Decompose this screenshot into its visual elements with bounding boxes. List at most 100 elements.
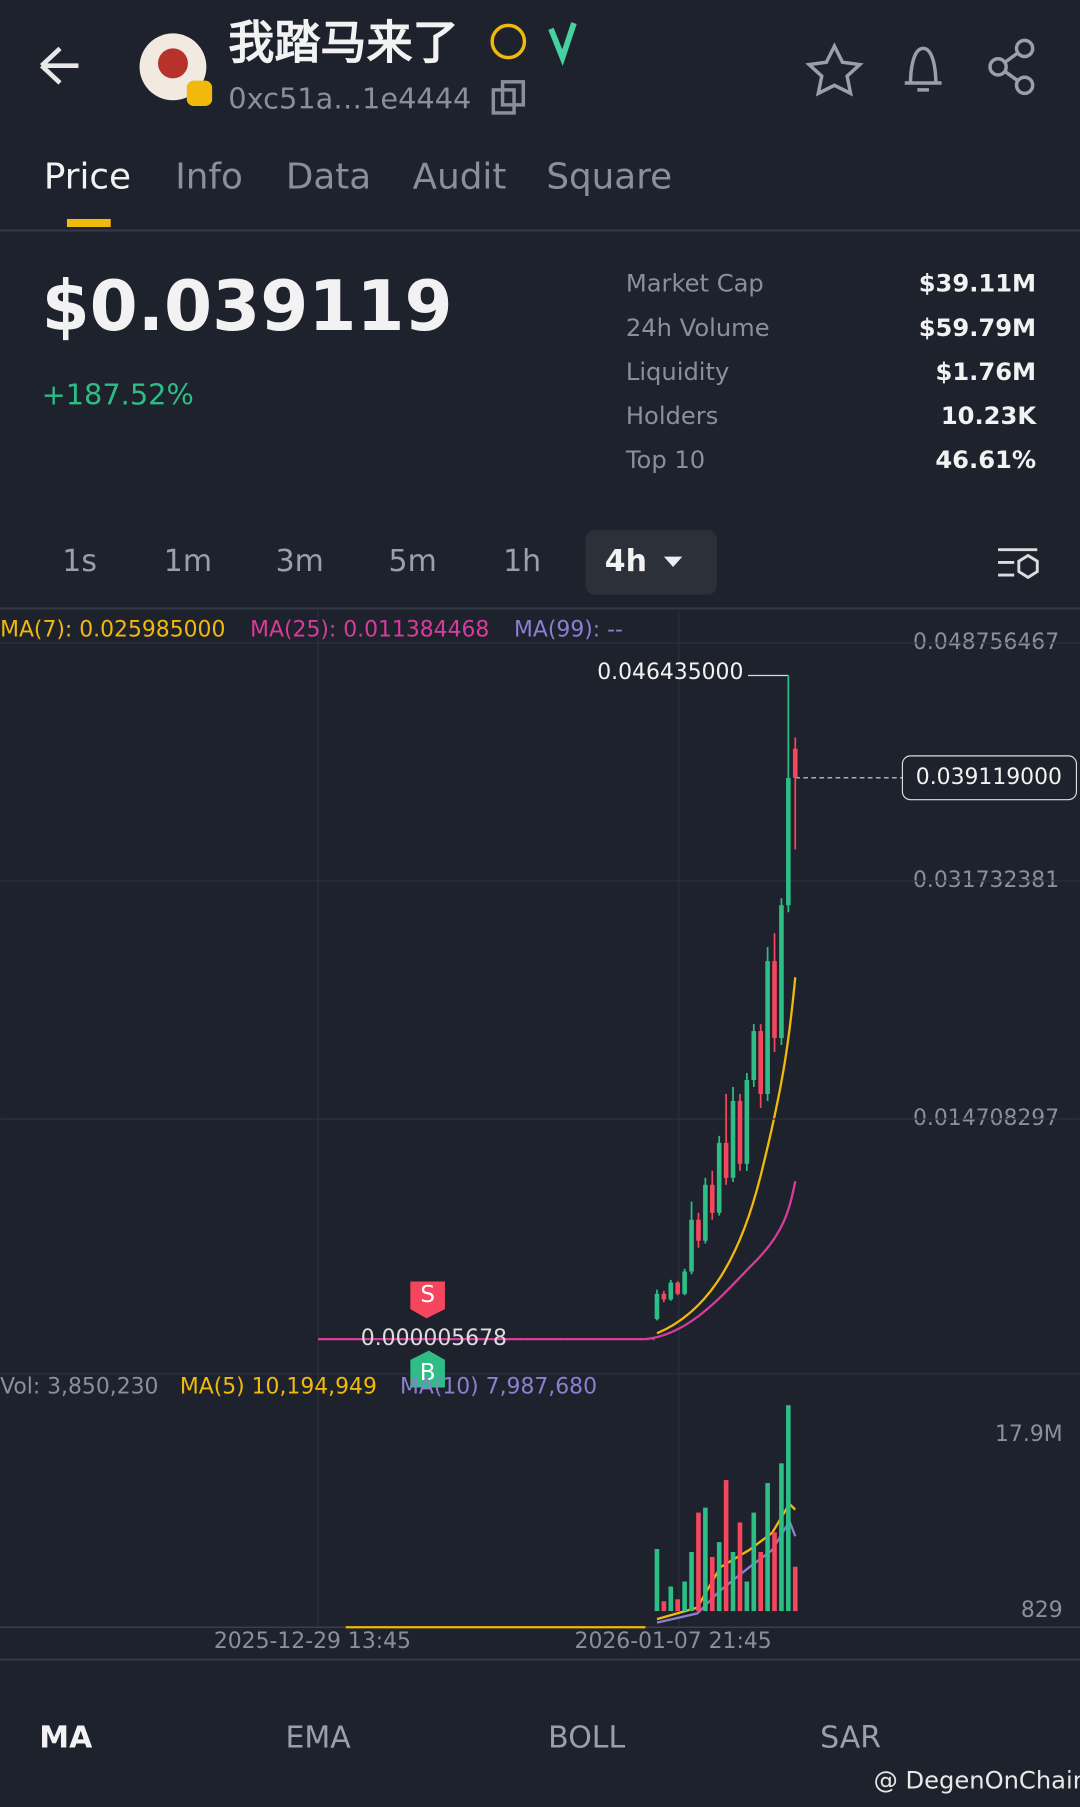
- ma-label: MA(25): 0.011384468: [250, 617, 489, 642]
- price: $0.039119: [42, 267, 453, 347]
- avatar-art: [157, 48, 188, 79]
- candle-body: [765, 961, 770, 1094]
- tab[interactable]: Info: [175, 157, 243, 198]
- candle-body: [723, 1142, 729, 1178]
- tab[interactable]: Square: [546, 157, 672, 198]
- sell-marker: [410, 1281, 445, 1319]
- interval-selected: [585, 530, 717, 595]
- buy-label: B: [420, 1360, 436, 1386]
- price-change: +187.52%: [42, 377, 194, 411]
- volume-bar: [723, 1480, 729, 1612]
- volume-bar: [709, 1556, 715, 1612]
- back-button[interactable]: [40, 46, 79, 85]
- volume-bar: [737, 1522, 743, 1612]
- candle-body: [792, 748, 798, 778]
- watermark: @ DegenOnChain: [874, 1767, 1080, 1795]
- ma7-line: [656, 977, 797, 1335]
- vol-label: MA(10) 7,987,680: [400, 1375, 597, 1400]
- volume-bar: [668, 1586, 674, 1612]
- volume-bar: [786, 1405, 791, 1612]
- sell-label: S: [420, 1282, 435, 1308]
- interval[interactable]: 3m: [276, 544, 324, 579]
- candle-body: [696, 1219, 701, 1241]
- stat-label: Market Cap: [626, 270, 764, 298]
- indicator-tab[interactable]: MA: [39, 1721, 93, 1756]
- x-label: 2025-12-29 13:45: [214, 1629, 411, 1654]
- low-label: 0.000005678: [361, 1326, 507, 1351]
- stat-value: 46.61%: [935, 446, 1036, 474]
- candle-body: [682, 1271, 687, 1294]
- tab[interactable]: Audit: [413, 157, 507, 198]
- candle-body: [675, 1282, 681, 1294]
- ma25-line: [318, 1181, 797, 1341]
- chain-badge: [186, 80, 213, 107]
- candle-body: [737, 1100, 743, 1164]
- at-icon: [490, 23, 527, 60]
- candle-body: [758, 1031, 763, 1094]
- stat-label: 24h Volume: [626, 314, 770, 342]
- candle-body: [668, 1282, 674, 1300]
- volume-bar: [772, 1532, 777, 1612]
- hand-icon: [548, 22, 577, 66]
- candle-body: [786, 778, 791, 906]
- volume-bar: [654, 1549, 660, 1612]
- volume-bar: [751, 1512, 757, 1612]
- indicator-tab[interactable]: SAR: [820, 1721, 881, 1756]
- chart-settings[interactable]: [998, 548, 1039, 580]
- volume-bar: [696, 1512, 701, 1612]
- candle-body: [689, 1219, 694, 1272]
- tab[interactable]: Data: [286, 157, 371, 198]
- volume-bar: [675, 1599, 681, 1612]
- stat-value: $1.76M: [936, 358, 1037, 386]
- high-label: 0.046435000: [597, 660, 743, 685]
- stat-label: Holders: [626, 402, 719, 430]
- candle-body: [709, 1184, 715, 1213]
- candle-body: [772, 961, 777, 1039]
- volume-bar: [682, 1581, 687, 1612]
- vol-tick-label: 829: [1021, 1598, 1063, 1623]
- interval[interactable]: 1s: [62, 544, 97, 579]
- stat-value: $39.11M: [919, 270, 1036, 298]
- volume-bar: [703, 1507, 708, 1612]
- interval[interactable]: 4h: [605, 544, 647, 579]
- stat-value: 10.23K: [941, 402, 1038, 430]
- current-price-label: 0.039119000: [916, 765, 1062, 790]
- candle-body: [716, 1142, 722, 1213]
- tab-indicator: [66, 218, 111, 228]
- ma-label: MA(99): --: [514, 617, 623, 642]
- stat-value: $59.79M: [919, 314, 1036, 342]
- candle-body: [751, 1031, 757, 1080]
- volume-bar: [689, 1551, 694, 1612]
- candle-body: [779, 905, 784, 1039]
- interval[interactable]: 5m: [389, 544, 437, 579]
- token-name: 我踏马来了: [228, 16, 458, 70]
- volume-bar: [716, 1542, 722, 1612]
- candle-body: [654, 1293, 660, 1320]
- candle-body: [730, 1100, 736, 1178]
- vol-tick-label: 17.9M: [995, 1422, 1063, 1447]
- stat-label: Top 10: [625, 446, 705, 474]
- stat-label: Liquidity: [626, 358, 729, 386]
- interval[interactable]: 1m: [164, 544, 212, 579]
- indicator-tab[interactable]: EMA: [286, 1721, 352, 1756]
- share-button[interactable]: [988, 38, 1035, 96]
- volume-bar: [730, 1551, 736, 1612]
- volume-bar: [765, 1483, 770, 1612]
- indicator-tab[interactable]: BOLL: [548, 1721, 625, 1756]
- volume-bar: [779, 1463, 784, 1612]
- volume-bar: [744, 1581, 750, 1612]
- vol-label: Vol: 3,850,230: [0, 1375, 158, 1400]
- volume-bar: [792, 1566, 798, 1612]
- volume-bar: [758, 1551, 763, 1612]
- token-address: 0xc51a…1e4444: [228, 81, 471, 115]
- vol-label: MA(5) 10,194,949: [180, 1375, 377, 1400]
- interval[interactable]: 1h: [503, 544, 541, 579]
- favorite-button[interactable]: [805, 42, 864, 97]
- buy-marker: [410, 1350, 445, 1388]
- alert-button[interactable]: [904, 46, 942, 92]
- candle-body: [703, 1184, 708, 1241]
- tab[interactable]: Price: [44, 157, 131, 198]
